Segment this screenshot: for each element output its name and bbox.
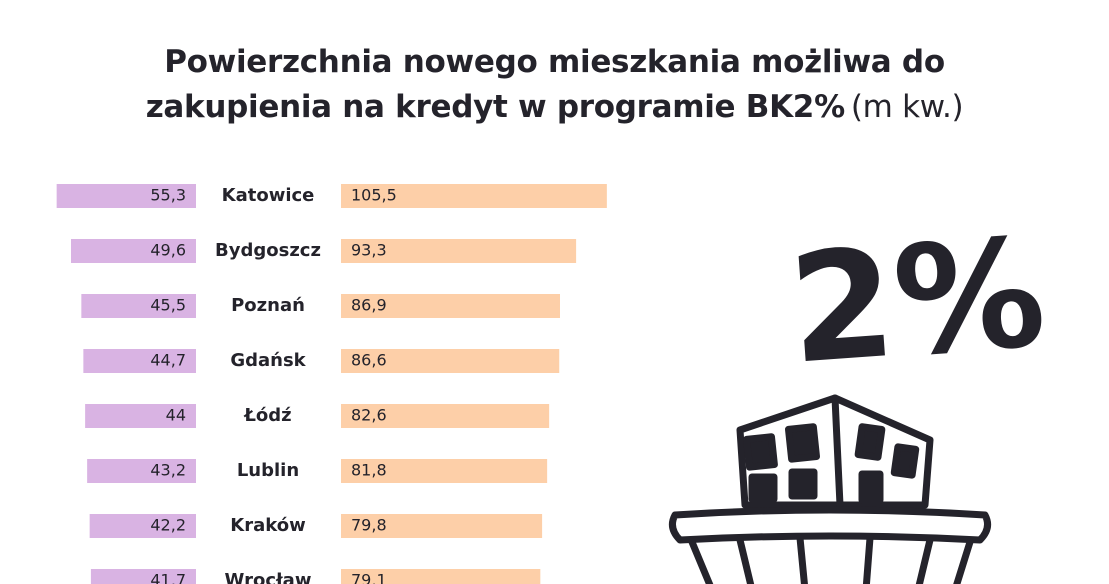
unit-label: (m kw.) [850, 89, 964, 125]
value-label: 81,8 [351, 461, 387, 480]
value-label: 93,3 [351, 241, 387, 260]
bar-right [341, 239, 577, 263]
value-label: 55,3 [150, 186, 186, 205]
bar-right [341, 404, 550, 428]
bar-right [341, 459, 548, 483]
value-label: 86,6 [351, 351, 387, 370]
value-label: 41,7 [150, 571, 186, 584]
bar-left [83, 349, 196, 373]
value-label: 49,6 [150, 241, 186, 260]
building-illustration [668, 394, 992, 584]
category-label: Kraków [230, 515, 305, 536]
value-label: 105,5 [351, 186, 397, 205]
bar-left [71, 239, 196, 263]
bar-right [341, 349, 560, 373]
value-label: 44 [166, 406, 186, 425]
value-label: 79,1 [351, 571, 387, 584]
bar-left [89, 514, 196, 538]
chart-title: Powierzchnia nowego mieszkania możliwa d… [145, 44, 945, 125]
bar-right [341, 294, 560, 318]
value-label: 45,5 [150, 296, 186, 315]
value-label: 82,6 [351, 406, 387, 425]
badge: 2% [784, 206, 1050, 397]
bar-right [341, 184, 607, 208]
category-label: Poznań [231, 295, 305, 316]
bar-left [85, 404, 196, 428]
title-block: Powierzchnia nowego mieszkania możliwa d… [0, 40, 1109, 130]
category-label: Łódź [243, 405, 291, 426]
title-wrap: Powierzchnia nowego mieszkania możliwa d… [140, 40, 970, 130]
bar-left [87, 459, 196, 483]
bar-left [56, 184, 197, 208]
value-label: 86,9 [351, 296, 387, 315]
category-label: Bydgoszcz [215, 240, 321, 261]
category-label: Wrocław [225, 570, 312, 584]
bar-right [341, 514, 543, 538]
bar-left [81, 294, 196, 318]
value-label: 42,2 [150, 516, 186, 535]
value-label: 44,7 [150, 351, 186, 370]
category-label: Lublin [237, 460, 299, 481]
value-label: 79,8 [351, 516, 387, 535]
bar-right [341, 569, 541, 584]
bar-left [90, 569, 196, 584]
value-label: 43,2 [150, 461, 186, 480]
category-label: Katowice [222, 185, 315, 206]
category-label: Gdańsk [230, 350, 306, 371]
